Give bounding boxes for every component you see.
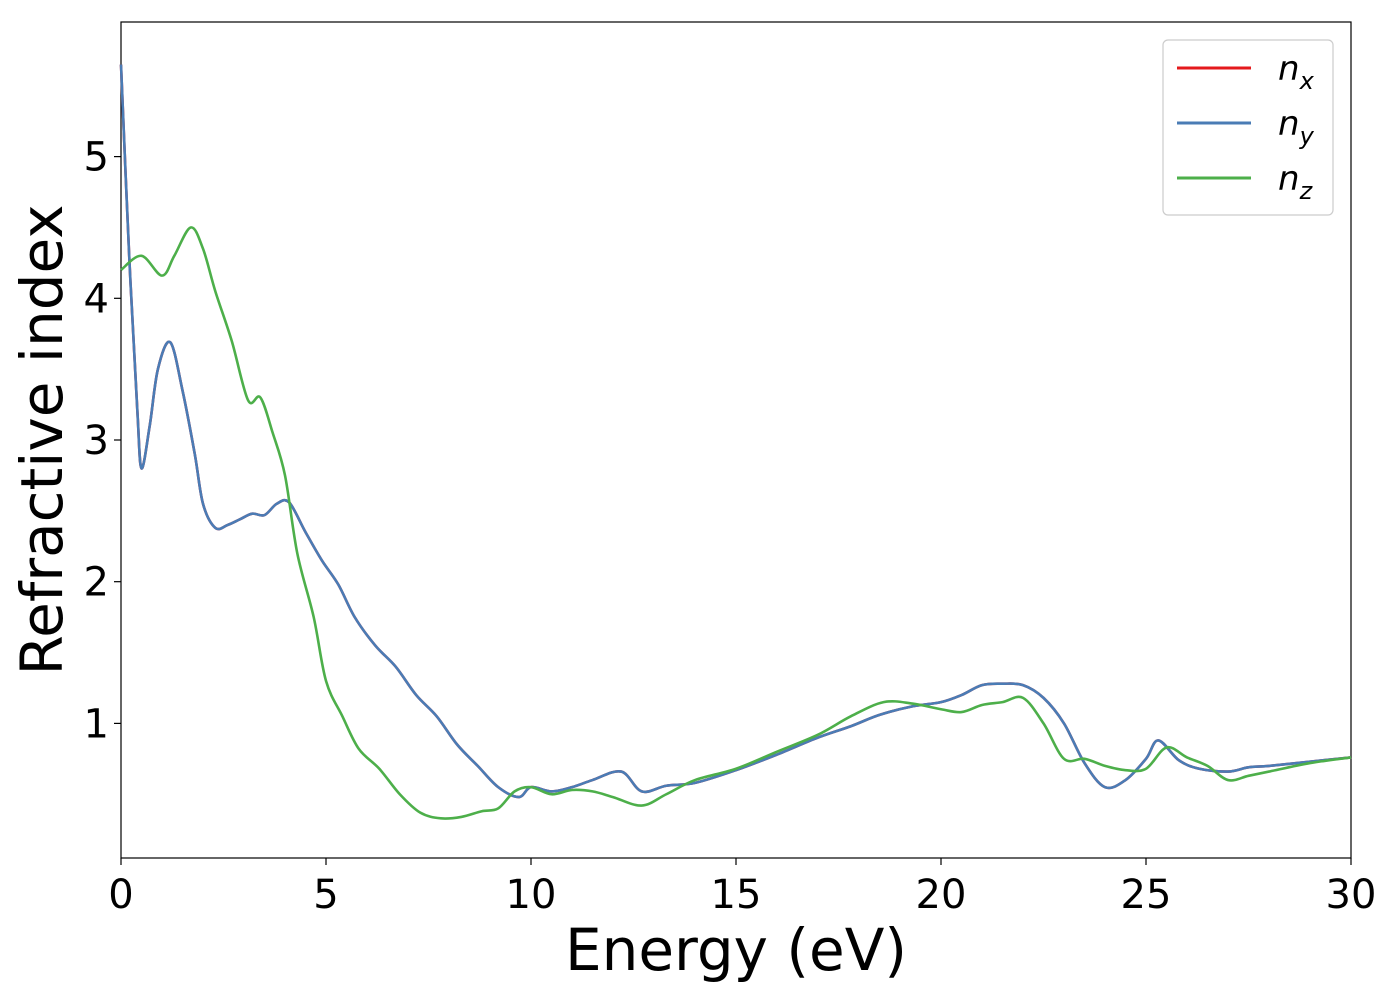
x-tick-label: 30 — [1326, 872, 1377, 918]
legend-label-n-z: nz — [1278, 159, 1314, 205]
y-axis-title: Refractive index — [8, 204, 76, 675]
legend-label-n-y: ny — [1278, 104, 1315, 150]
x-tick-label: 0 — [108, 872, 133, 918]
x-axis-title: Energy (eV) — [565, 916, 907, 984]
series-layer — [119, 64, 1352, 820]
series-line-n-z — [120, 226, 1352, 820]
legend-label-n-x: nx — [1278, 49, 1315, 95]
y-axis: 1 2 3 4 5 — [84, 135, 121, 747]
x-axis: 0 5 10 15 20 25 30 — [108, 858, 1376, 918]
x-tick-label: 20 — [916, 872, 967, 918]
series-line-n-y — [119, 64, 1352, 799]
x-tick-label: 15 — [711, 872, 762, 918]
x-tick-label: 5 — [313, 872, 338, 918]
y-tick-label: 2 — [84, 560, 109, 606]
x-tick-label: 10 — [506, 872, 557, 918]
y-tick-label: 5 — [84, 135, 109, 181]
x-tick-label: 25 — [1121, 872, 1172, 918]
y-tick-label: 4 — [84, 276, 109, 322]
y-tick-label: 1 — [84, 701, 109, 747]
y-tick-label: 3 — [84, 418, 109, 464]
legend-box — [1162, 39, 1334, 216]
legend: nx ny nz — [1162, 39, 1334, 216]
